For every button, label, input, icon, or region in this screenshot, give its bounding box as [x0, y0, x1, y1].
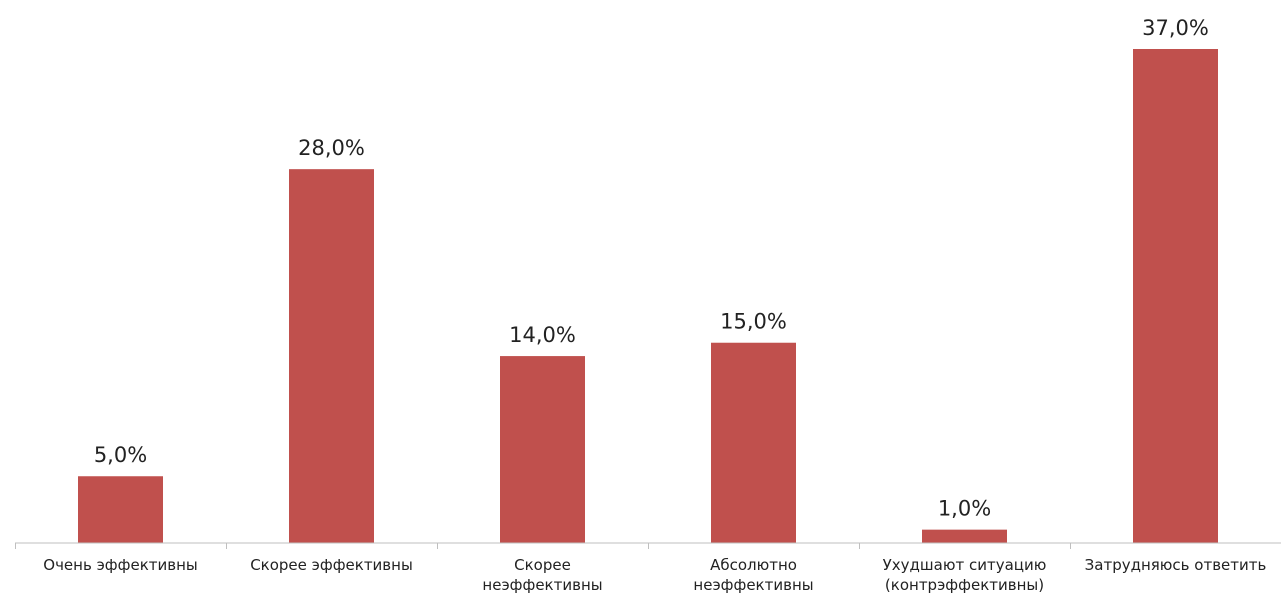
category-label: Скорее эффективны	[250, 556, 413, 574]
category-label: Скорее неэффективны	[482, 556, 602, 594]
x-axis	[15, 542, 1281, 549]
data-label: 37,0%	[1142, 16, 1209, 40]
data-label: 1,0%	[938, 497, 991, 521]
data-label: 28,0%	[298, 136, 365, 160]
bar	[289, 169, 374, 543]
bar	[922, 529, 1007, 543]
bar	[1133, 49, 1218, 543]
data-label: 14,0%	[509, 323, 576, 347]
bar	[500, 356, 585, 543]
data-label: 5,0%	[94, 443, 147, 467]
bar	[78, 476, 163, 543]
category-label: Затрудняюсь ответить	[1085, 556, 1267, 574]
bars-group	[78, 49, 1218, 543]
category-label: Ухудшают ситуацию (контрэффективны)	[883, 556, 1047, 594]
bar	[711, 342, 796, 543]
data-labels-group: 5,0% 28,0% 14,0% 15,0% 1,0% 37,0%	[94, 16, 1209, 521]
category-label: Очень эффективны	[43, 556, 197, 574]
category-label: Абсолютно неэффективны	[693, 556, 813, 594]
category-labels-group: Очень эффективны Скорее эффективны Скорее н…	[43, 556, 1266, 594]
data-label: 15,0%	[720, 310, 787, 334]
